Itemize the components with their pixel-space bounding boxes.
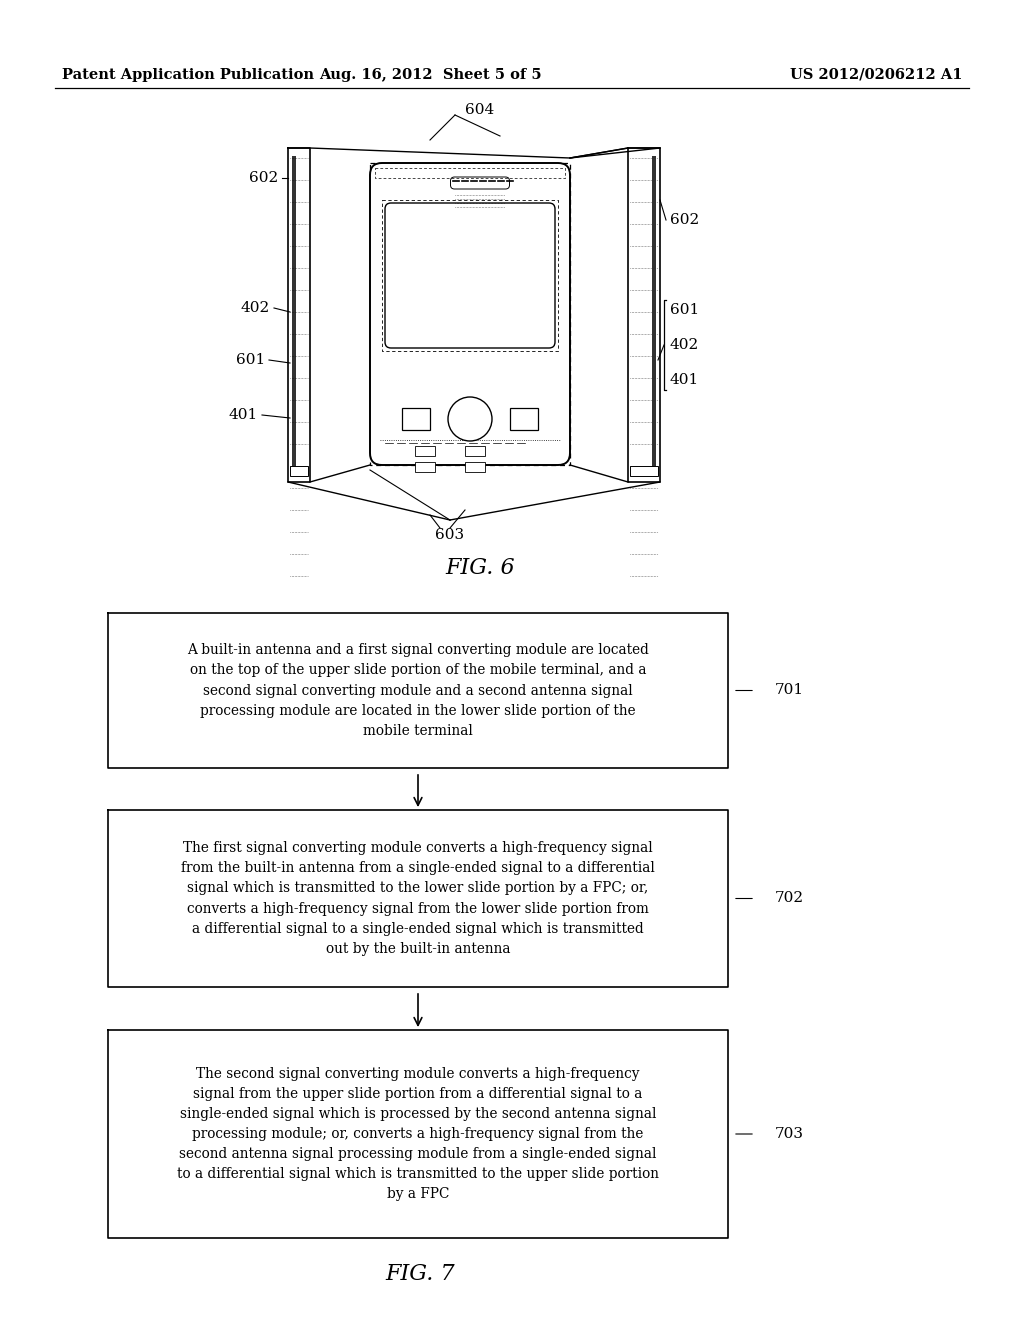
Text: 401: 401 bbox=[670, 374, 699, 387]
Text: US 2012/0206212 A1: US 2012/0206212 A1 bbox=[790, 69, 962, 82]
Text: 602: 602 bbox=[249, 172, 278, 185]
Bar bbox=[652, 156, 656, 474]
Text: 402: 402 bbox=[670, 338, 699, 352]
Text: Patent Application Publication: Patent Application Publication bbox=[62, 69, 314, 82]
Text: FIG. 6: FIG. 6 bbox=[445, 557, 515, 579]
Text: 601: 601 bbox=[670, 304, 699, 317]
Text: 604: 604 bbox=[465, 103, 495, 117]
Bar bbox=[292, 156, 296, 474]
Polygon shape bbox=[288, 465, 660, 520]
Bar bbox=[465, 446, 485, 455]
Bar bbox=[415, 446, 435, 455]
Text: 601: 601 bbox=[236, 352, 265, 367]
Text: 402: 402 bbox=[241, 301, 270, 315]
FancyBboxPatch shape bbox=[385, 203, 555, 348]
Text: 602: 602 bbox=[670, 213, 699, 227]
Text: The second signal converting module converts a high-frequency
signal from the up: The second signal converting module conv… bbox=[177, 1067, 659, 1201]
Bar bbox=[510, 408, 538, 430]
Text: FIG. 7: FIG. 7 bbox=[385, 1263, 455, 1284]
Text: 603: 603 bbox=[435, 528, 465, 543]
Text: 703: 703 bbox=[775, 1127, 804, 1140]
Bar bbox=[415, 462, 435, 473]
Text: The first signal converting module converts a high-frequency signal
from the bui: The first signal converting module conve… bbox=[181, 841, 655, 956]
Text: 701: 701 bbox=[775, 684, 804, 697]
FancyBboxPatch shape bbox=[451, 177, 510, 189]
Bar bbox=[290, 466, 308, 477]
Text: A built-in antenna and a first signal converting module are located
on the top o: A built-in antenna and a first signal co… bbox=[187, 643, 649, 738]
FancyBboxPatch shape bbox=[370, 162, 570, 465]
Text: 401: 401 bbox=[228, 408, 258, 422]
Bar bbox=[465, 462, 485, 473]
Text: 702: 702 bbox=[775, 891, 804, 906]
Bar bbox=[402, 408, 430, 430]
Polygon shape bbox=[288, 148, 628, 158]
Bar bbox=[630, 466, 658, 477]
Text: Aug. 16, 2012  Sheet 5 of 5: Aug. 16, 2012 Sheet 5 of 5 bbox=[318, 69, 542, 82]
Circle shape bbox=[449, 397, 492, 441]
